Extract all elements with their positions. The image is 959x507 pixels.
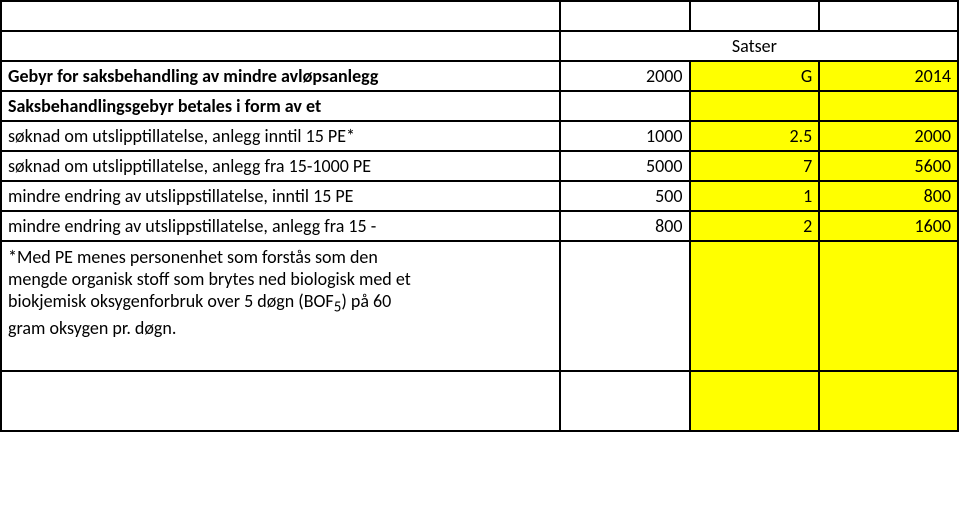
cell-blank	[1, 371, 560, 431]
cell-blank	[819, 1, 958, 31]
cell-blank	[1, 1, 560, 31]
row-c2: 1	[690, 181, 820, 211]
row-c1: 1000	[560, 121, 690, 151]
data-row: mindre endring av utslippstillatelse, in…	[1, 181, 958, 211]
cell-blank	[560, 241, 690, 371]
cell-blank	[690, 1, 820, 31]
year-header-row: Gebyr for saksbehandling av mindre avløp…	[1, 61, 958, 91]
row-c3: 1600	[819, 211, 958, 241]
cell-blank	[690, 371, 820, 431]
row-label: mindre endring av utslippstillatelse, an…	[1, 211, 560, 241]
blank-row	[1, 1, 958, 31]
bottom-spacer-row	[1, 371, 958, 431]
row-c1: 5000	[560, 151, 690, 181]
title-line-1: Gebyr for saksbehandling av mindre avløp…	[1, 61, 560, 91]
cell-blank	[560, 91, 690, 121]
row-c3: 2000	[819, 121, 958, 151]
cell-blank	[560, 31, 690, 61]
row-c2: 2.5	[690, 121, 820, 151]
cell-blank	[819, 91, 958, 121]
footnote-line-4: gram oksygen pr. døgn.	[8, 317, 176, 339]
satser-label: Satser	[690, 31, 820, 61]
footnote-line-1: *Med PE menes personenhet som forstås so…	[8, 246, 378, 268]
cell-blank	[560, 1, 690, 31]
row-c1: 800	[560, 211, 690, 241]
footnote-row: *Med PE menes personenhet som forstås so…	[1, 241, 958, 371]
cell-blank	[690, 241, 820, 371]
satser-row: Satser	[1, 31, 958, 61]
row-c2: 7	[690, 151, 820, 181]
data-row: mindre endring av utslippstillatelse, an…	[1, 211, 958, 241]
cell-blank	[560, 371, 690, 431]
header-year-right: 2014	[819, 61, 958, 91]
data-row: søknad om utslipptillatelse, anlegg fra …	[1, 151, 958, 181]
cell-blank	[1, 31, 560, 61]
data-row: søknad om utslipptillatelse, anlegg innt…	[1, 121, 958, 151]
footnote-line-3a: biokjemisk oksygenforbruk over 5 døgn (B…	[8, 290, 334, 312]
footnote-line-2: mengde organisk stoff som brytes ned bio…	[8, 268, 411, 290]
row-c2: 2	[690, 211, 820, 241]
fee-table: Satser Gebyr for saksbehandling av mindr…	[0, 0, 959, 432]
cell-blank	[819, 371, 958, 431]
row-label: mindre endring av utslippstillatelse, in…	[1, 181, 560, 211]
row-c1: 500	[560, 181, 690, 211]
footnote-text: *Med PE menes personenhet som forstås so…	[1, 241, 560, 371]
title-line-2: Saksbehandlingsgebyr betales i form av e…	[1, 91, 560, 121]
title-row-2: Saksbehandlingsgebyr betales i form av e…	[1, 91, 958, 121]
footnote-line-3b: ) på 60	[341, 290, 391, 312]
header-g: G	[690, 61, 820, 91]
row-label: søknad om utslipptillatelse, anlegg innt…	[1, 121, 560, 151]
header-year-left: 2000	[560, 61, 690, 91]
row-label: søknad om utslipptillatelse, anlegg fra …	[1, 151, 560, 181]
cell-blank	[819, 241, 958, 371]
cell-blank	[690, 91, 820, 121]
row-c3: 800	[819, 181, 958, 211]
row-c3: 5600	[819, 151, 958, 181]
cell-blank	[819, 31, 958, 61]
